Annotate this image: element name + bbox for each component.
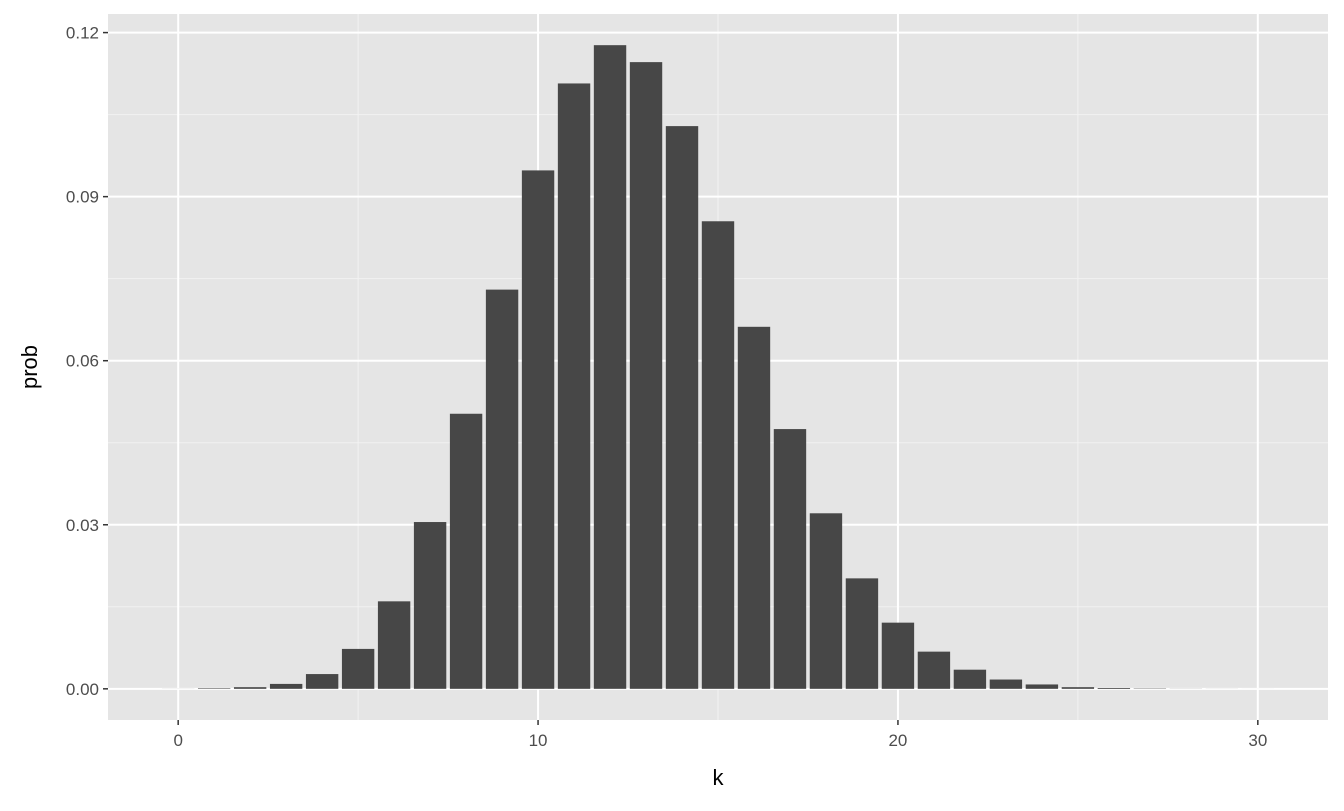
y-tick-label: 0.09 bbox=[66, 188, 99, 207]
bar-k-23 bbox=[990, 680, 1022, 689]
x-tick-label: 0 bbox=[173, 731, 182, 750]
bar-k-1 bbox=[198, 688, 230, 689]
bar-k-12 bbox=[594, 45, 626, 689]
bar-k-19 bbox=[846, 578, 878, 688]
bar-k-9 bbox=[486, 290, 518, 689]
bar-k-6 bbox=[378, 601, 410, 688]
bar-k-17 bbox=[774, 429, 806, 689]
y-tick-label: 0.06 bbox=[66, 352, 99, 371]
x-tick-label: 20 bbox=[888, 731, 907, 750]
bar-k-11 bbox=[558, 83, 590, 688]
bar-k-24 bbox=[1026, 684, 1058, 688]
x-tick-label: 30 bbox=[1248, 731, 1267, 750]
bar-k-14 bbox=[666, 126, 698, 689]
bar-k-16 bbox=[738, 327, 770, 689]
bar-k-8 bbox=[450, 414, 482, 689]
bar-k-13 bbox=[630, 62, 662, 689]
bar-k-10 bbox=[522, 170, 554, 688]
y-axis-label: prob bbox=[17, 345, 42, 389]
bar-k-22 bbox=[954, 670, 986, 689]
y-tick-label: 0.12 bbox=[66, 24, 99, 43]
bar-k-15 bbox=[702, 221, 734, 689]
bar-k-20 bbox=[882, 623, 914, 689]
x-axis: 0 10 20 30 bbox=[173, 720, 1267, 750]
y-axis: 0.00 0.03 0.06 0.09 0.12 bbox=[66, 24, 108, 699]
y-tick-label: 0.03 bbox=[66, 516, 99, 535]
bar-k-3 bbox=[270, 684, 302, 689]
bar-k-21 bbox=[918, 652, 950, 689]
bar-k-18 bbox=[810, 513, 842, 689]
bar-k-7 bbox=[414, 522, 446, 689]
bar-k-5 bbox=[342, 649, 374, 689]
bar-k-2 bbox=[234, 687, 266, 689]
bar-k-26 bbox=[1098, 688, 1130, 689]
y-tick-label: 0.00 bbox=[66, 680, 99, 699]
bar-k-25 bbox=[1062, 687, 1094, 689]
bar-k-4 bbox=[306, 674, 338, 689]
x-axis-label: k bbox=[713, 765, 725, 790]
x-tick-label: 10 bbox=[529, 731, 548, 750]
